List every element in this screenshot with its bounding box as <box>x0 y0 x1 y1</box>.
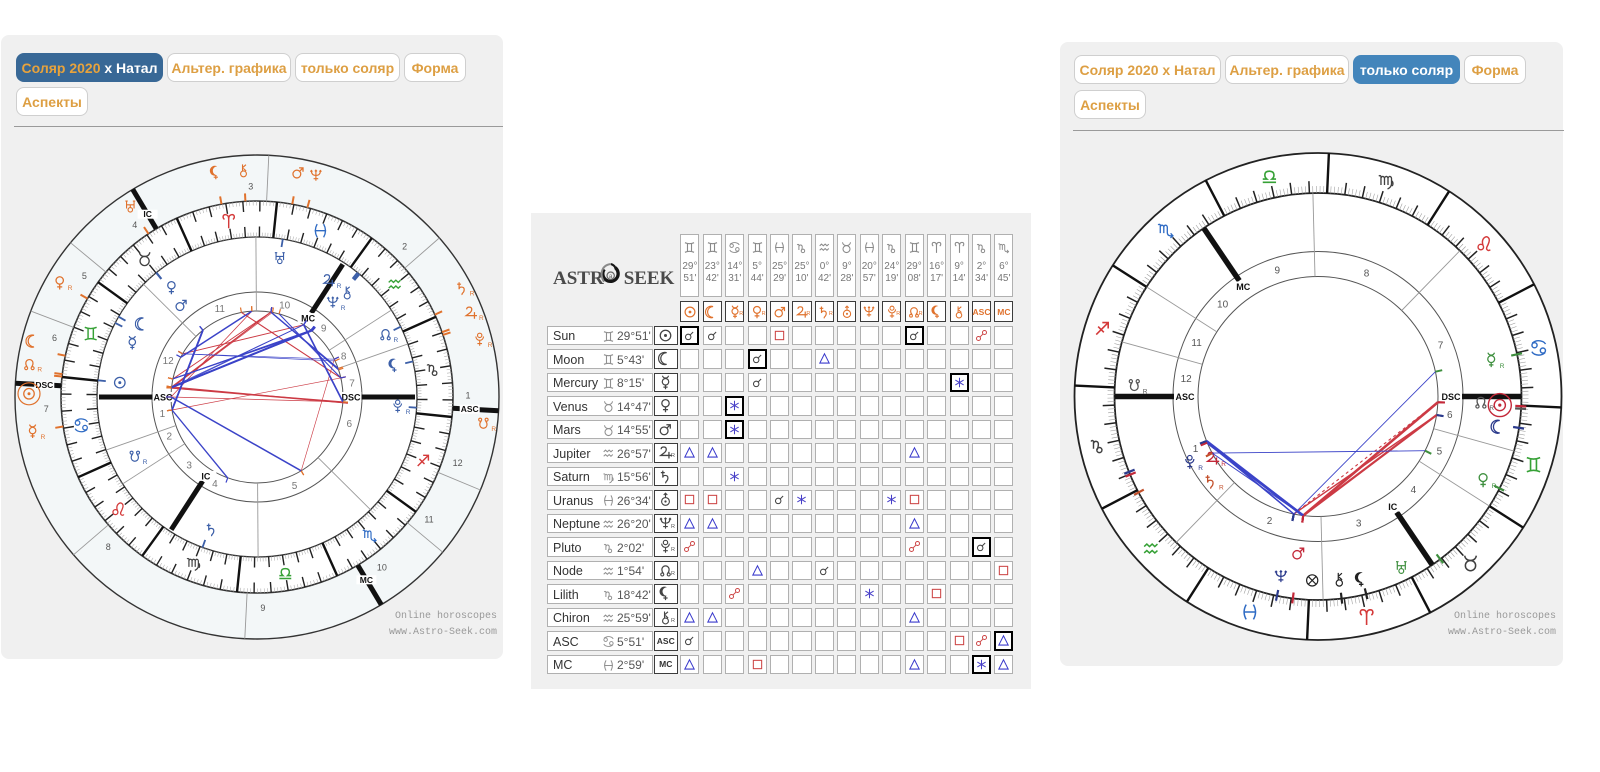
svg-text:4: 4 <box>132 220 137 230</box>
svg-text:9: 9 <box>321 324 327 335</box>
svg-text:11: 11 <box>215 304 226 315</box>
svg-text:DSC: DSC <box>1441 392 1461 402</box>
svg-text:a: a <box>609 273 613 280</box>
svg-text:4: 4 <box>212 479 218 490</box>
svg-text:R: R <box>41 434 46 441</box>
svg-text:R: R <box>406 409 411 416</box>
svg-text:2: 2 <box>402 242 407 252</box>
svg-text:6: 6 <box>347 419 353 430</box>
svg-text:R: R <box>337 283 342 290</box>
svg-text:IC: IC <box>143 209 152 219</box>
svg-text:3: 3 <box>248 181 253 191</box>
svg-text:12: 12 <box>1181 374 1193 385</box>
svg-text:3: 3 <box>1356 519 1362 530</box>
svg-text:R: R <box>1489 405 1494 412</box>
svg-text:12: 12 <box>163 356 175 367</box>
svg-text:10: 10 <box>1217 299 1229 310</box>
svg-text:2: 2 <box>1267 516 1273 527</box>
svg-text:DSC: DSC <box>35 380 53 390</box>
svg-text:ASC: ASC <box>1175 392 1195 402</box>
svg-text:7: 7 <box>44 404 49 414</box>
svg-text:9: 9 <box>1275 266 1281 277</box>
svg-text:10: 10 <box>279 301 291 312</box>
svg-text:R: R <box>491 426 496 433</box>
svg-text:R: R <box>37 367 42 374</box>
svg-text:R: R <box>1143 389 1148 396</box>
svg-text:R: R <box>68 285 73 292</box>
svg-text:R: R <box>488 342 493 349</box>
svg-text:R: R <box>394 337 399 344</box>
svg-text:MC: MC <box>301 314 315 324</box>
svg-text:7: 7 <box>1438 340 1444 351</box>
svg-text:R: R <box>1219 484 1224 491</box>
svg-text:5: 5 <box>1437 446 1443 457</box>
svg-text:R: R <box>1500 363 1505 370</box>
svg-text:6: 6 <box>52 333 57 343</box>
svg-text:1: 1 <box>465 390 470 400</box>
svg-text:1: 1 <box>160 409 166 420</box>
svg-text:6: 6 <box>1447 410 1453 421</box>
svg-text:4: 4 <box>1411 485 1417 496</box>
svg-text:R: R <box>470 291 475 298</box>
svg-text:5: 5 <box>82 271 87 281</box>
svg-text:8: 8 <box>106 542 111 552</box>
svg-text:8: 8 <box>341 351 347 362</box>
svg-text:12: 12 <box>453 458 463 468</box>
svg-text:MC: MC <box>1236 282 1250 292</box>
svg-text:R: R <box>1492 483 1497 490</box>
svg-text:3: 3 <box>186 461 192 472</box>
svg-text:ASC: ASC <box>461 404 479 414</box>
svg-text:R: R <box>479 315 484 322</box>
svg-text:MC: MC <box>360 575 373 585</box>
svg-text:R: R <box>341 305 346 312</box>
svg-text:7: 7 <box>349 379 355 390</box>
svg-text:R: R <box>1221 461 1226 468</box>
svg-text:1: 1 <box>1193 444 1199 455</box>
svg-text:IC: IC <box>1388 502 1398 512</box>
svg-text:8: 8 <box>1364 268 1370 279</box>
svg-text:11: 11 <box>1191 338 1202 349</box>
svg-text:11: 11 <box>424 515 433 525</box>
svg-text:2: 2 <box>167 432 173 443</box>
svg-text:9: 9 <box>260 603 265 613</box>
svg-text:R: R <box>1198 465 1203 472</box>
svg-text:DSC: DSC <box>341 392 361 402</box>
svg-text:R: R <box>143 459 148 466</box>
svg-text:5: 5 <box>292 481 298 492</box>
svg-text:ASC: ASC <box>153 392 173 402</box>
svg-text:10: 10 <box>377 562 387 572</box>
svg-text:IC: IC <box>201 471 211 481</box>
